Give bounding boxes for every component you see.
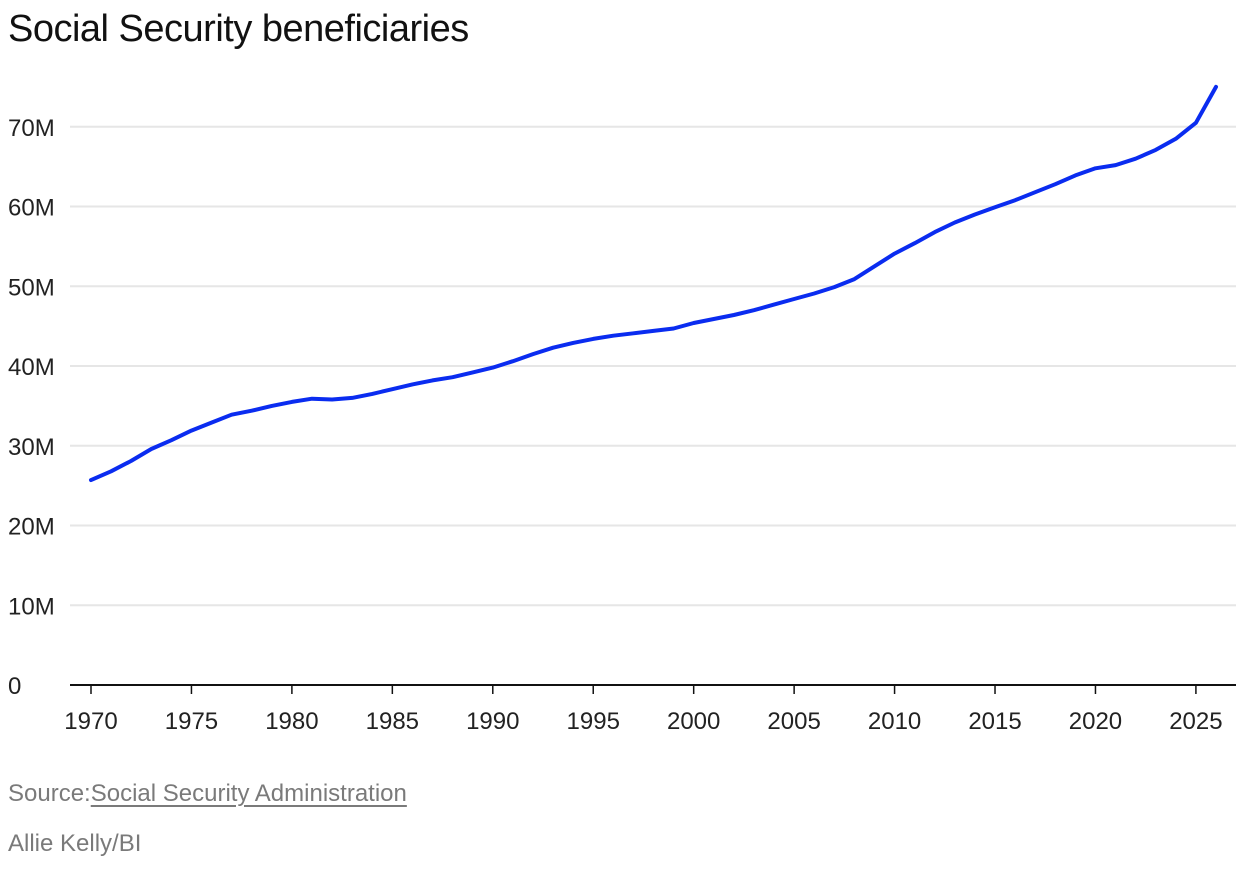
source-prefix: Source: <box>8 780 91 807</box>
y-tick-label: 10M <box>8 593 55 620</box>
source-link[interactable]: Social Security Administration <box>90 780 407 807</box>
x-tick-label: 1975 <box>165 708 218 735</box>
y-tick-label: 70M <box>8 115 55 142</box>
chart-area: 0 10M 20M 30M 40M 50M 60M 70M 1970 1975 1980 1985 19… <box>0 60 1256 750</box>
x-tick-label: 2025 <box>1169 708 1222 735</box>
y-tick-label: 0 <box>8 673 21 700</box>
y-tick-label: 30M <box>8 434 55 461</box>
y-tick-label: 20M <box>8 514 55 541</box>
y-tick-label: 40M <box>8 354 55 381</box>
source-note: Source:Social Security Administration <box>8 780 407 808</box>
x-tick-label: 2005 <box>767 708 820 735</box>
line-chart: 0 10M 20M 30M 40M 50M 60M 70M 1970 1975 1980 1985 19… <box>8 84 1236 735</box>
x-tick-label: 1980 <box>265 708 318 735</box>
x-tick-label: 2015 <box>968 708 1021 735</box>
y-tick-label: 60M <box>8 195 55 222</box>
x-tick-label: 1990 <box>466 708 519 735</box>
chart-title: Social Security beneficiaries <box>8 8 469 50</box>
x-tick-label: 2010 <box>868 708 921 735</box>
credit-line: Allie Kelly/BI <box>8 830 142 857</box>
x-tick-label: 1995 <box>567 708 620 735</box>
x-tick-label: 2020 <box>1069 708 1122 735</box>
series-line-beneficiaries <box>89 84 1218 483</box>
x-tick-label: 2000 <box>667 708 720 735</box>
x-tick-label: 1970 <box>64 708 117 735</box>
x-tick-label: 1985 <box>366 708 419 735</box>
y-tick-label: 50M <box>8 274 55 301</box>
